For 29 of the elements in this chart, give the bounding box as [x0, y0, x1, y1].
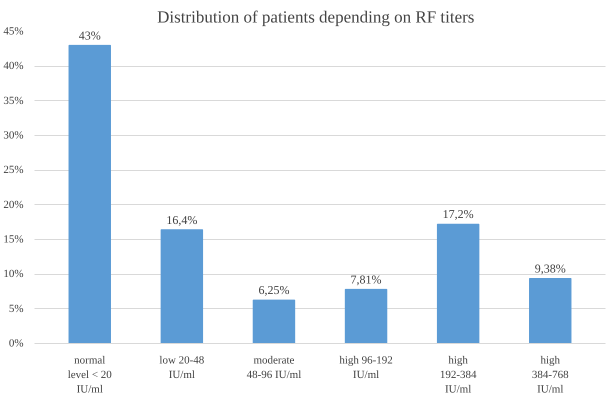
data-label: 16,4% — [166, 212, 198, 227]
y-tick-label: 40% — [3, 60, 24, 72]
data-label: 43% — [78, 28, 101, 42]
y-tick-label: 10% — [3, 268, 24, 280]
chart-title: Distribution of patients depending on RF titers — [157, 8, 474, 26]
data-label: 7,81% — [350, 272, 382, 286]
bar — [344, 288, 388, 344]
data-label: 6,25% — [258, 283, 290, 298]
y-tick-label: 30% — [3, 130, 24, 142]
data-label: 17,2% — [442, 207, 474, 222]
bar — [436, 224, 480, 344]
y-tick-label: 35% — [3, 94, 24, 107]
y-tick-label: 5% — [8, 302, 24, 315]
x-tick-label: high 96-192 IU/ml — [339, 354, 393, 381]
y-tick-label: 15% — [3, 234, 24, 246]
x-tick-label: high 384-768 IU/ml — [532, 354, 570, 396]
y-tick-label: 25% — [3, 164, 24, 176]
bar — [252, 300, 296, 344]
data-label: 9,38% — [534, 261, 566, 276]
y-tick-label: 20% — [3, 198, 24, 211]
x-tick-label: low 20-48 IU/ml — [159, 354, 205, 381]
x-tick-label: moderate 48-96 IU/ml — [246, 354, 302, 381]
y-tick-label: 0% — [8, 338, 24, 350]
x-tick-label: normal level < 20 IU/ml — [68, 354, 112, 396]
bar — [68, 44, 111, 344]
bar — [160, 229, 204, 344]
y-tick-label: 45% — [3, 26, 24, 38]
bar — [529, 278, 572, 344]
x-tick-label: high 192-384 IU/ml — [440, 354, 477, 396]
